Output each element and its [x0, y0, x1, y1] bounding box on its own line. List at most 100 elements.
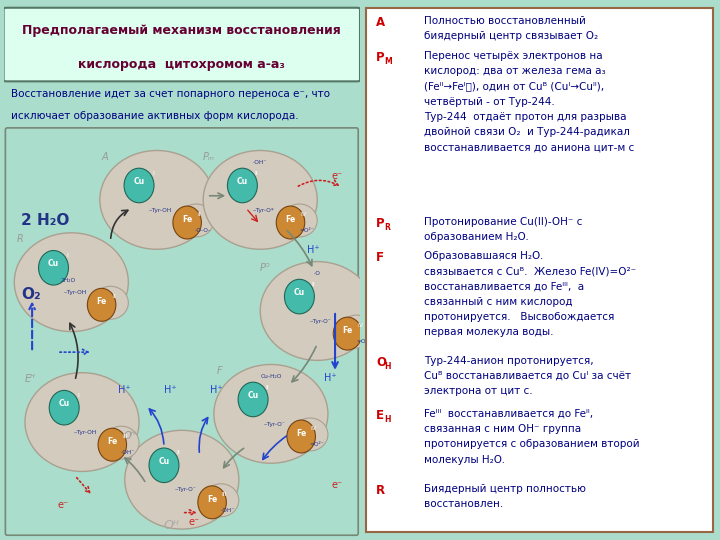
Circle shape	[228, 168, 257, 202]
Text: Cu-H₂O: Cu-H₂O	[260, 374, 282, 379]
Circle shape	[124, 168, 154, 202]
Text: исключает образование активных форм кислорода.: исключает образование активных форм кисл…	[11, 111, 298, 121]
Text: Fe: Fe	[96, 298, 107, 306]
Text: -O: -O	[314, 272, 320, 276]
Text: Oᴴ: Oᴴ	[164, 519, 180, 532]
Text: 2H₂O: 2H₂O	[60, 278, 76, 282]
Text: IV: IV	[310, 426, 317, 431]
Text: IV: IV	[357, 323, 363, 328]
Text: R: R	[377, 484, 385, 497]
Text: образованием H₂O.: образованием H₂O.	[424, 232, 529, 242]
Circle shape	[149, 448, 179, 483]
Text: электрона от цит с.: электрона от цит с.	[424, 386, 533, 396]
Text: -OH⁻: -OH⁻	[253, 160, 267, 165]
Circle shape	[173, 206, 202, 239]
Text: Feᴵᴵᴵ  восстанавливается до Feᴵᴵ,: Feᴵᴵᴵ восстанавливается до Feᴵᴵ,	[424, 409, 593, 419]
Text: II: II	[176, 450, 180, 455]
Text: Восстановление идет за счет попарного переноса е⁻, что: Восстановление идет за счет попарного пе…	[11, 89, 330, 99]
Circle shape	[284, 279, 315, 314]
Text: =O²⁻: =O²⁻	[310, 442, 325, 447]
Text: восстановлен.: восстановлен.	[424, 499, 503, 509]
Text: I: I	[67, 253, 68, 258]
Text: II: II	[255, 171, 258, 176]
Text: e⁻: e⁻	[331, 480, 343, 490]
Text: биядерный центр связывает О₂: биядерный центр связывает О₂	[424, 31, 598, 41]
Ellipse shape	[203, 151, 318, 249]
Text: H: H	[384, 415, 391, 424]
Ellipse shape	[203, 484, 239, 517]
Text: II: II	[266, 384, 269, 389]
Text: Fe: Fe	[285, 215, 296, 224]
Text: e⁻: e⁻	[57, 501, 68, 510]
Ellipse shape	[104, 426, 139, 459]
Circle shape	[276, 206, 305, 239]
Text: Предполагаемый механизм восстановления: Предполагаемый механизм восстановления	[22, 24, 341, 37]
Circle shape	[49, 390, 79, 425]
Text: Cu: Cu	[248, 391, 258, 400]
Text: кислорода  цитохромом а-а₃: кислорода цитохромом а-а₃	[78, 58, 285, 71]
Ellipse shape	[125, 430, 239, 529]
Text: =O²⁻: =O²⁻	[356, 339, 371, 345]
Ellipse shape	[338, 315, 374, 348]
Text: четвёртый - от Тур-244.: четвёртый - от Тур-244.	[424, 97, 555, 106]
FancyBboxPatch shape	[5, 128, 359, 535]
Text: молекулы H₂O.: молекулы H₂O.	[424, 455, 505, 465]
Text: E: E	[377, 409, 384, 422]
Text: -OH⁻: -OH⁻	[221, 508, 235, 513]
FancyBboxPatch shape	[366, 8, 713, 532]
Text: II: II	[112, 294, 116, 299]
Text: двойной связи О₂  и Тур-244-радикал: двойной связи О₂ и Тур-244-радикал	[424, 127, 630, 137]
Text: (Feᴵᴵ→Feᴵᵫ), один от Cuᴮ (Cuᴵ→Cuᴵᴵ),: (Feᴵᴵ→Feᴵᵫ), один от Cuᴮ (Cuᴵ→Cuᴵᴵ),	[424, 82, 604, 91]
Text: H⁺: H⁺	[117, 385, 130, 395]
Text: P: P	[377, 217, 385, 230]
Text: Cu: Cu	[158, 457, 169, 465]
Text: 2 H₂O: 2 H₂O	[22, 213, 70, 227]
Text: Еᴴ: Еᴴ	[25, 374, 36, 384]
Text: Fe: Fe	[182, 215, 192, 224]
Text: Полностью восстановленный: Полностью восстановленный	[424, 16, 586, 26]
Text: II: II	[312, 282, 315, 287]
Circle shape	[287, 420, 315, 453]
Ellipse shape	[292, 418, 328, 451]
Text: Oᴴ: Oᴴ	[124, 431, 136, 442]
Text: Pᴼ: Pᴼ	[260, 263, 271, 273]
Text: --Tyr-O⁻: --Tyr-O⁻	[174, 488, 197, 492]
Text: связанная с ним OH⁻ группа: связанная с ним OH⁻ группа	[424, 424, 581, 434]
Text: A: A	[377, 16, 385, 29]
Ellipse shape	[100, 151, 214, 249]
Text: --Tyr-OH: --Tyr-OH	[63, 290, 86, 295]
Text: IV: IV	[300, 212, 306, 217]
Text: H⁺: H⁺	[307, 245, 319, 255]
Ellipse shape	[14, 233, 128, 332]
Text: Fe: Fe	[296, 429, 306, 438]
Text: Тур-244-анион протонируется,: Тур-244-анион протонируется,	[424, 355, 594, 366]
Text: --Tyr-O⁻: --Tyr-O⁻	[310, 319, 332, 324]
Circle shape	[98, 428, 127, 461]
Text: Образовавшаяся H₂O.: Образовавшаяся H₂O.	[424, 251, 544, 261]
Circle shape	[198, 486, 226, 519]
Text: кислород: два от железа гема а₃: кислород: два от железа гема а₃	[424, 66, 606, 76]
Text: III: III	[222, 491, 228, 497]
Text: H⁺: H⁺	[164, 385, 176, 395]
Ellipse shape	[214, 364, 328, 463]
Circle shape	[87, 288, 116, 321]
Text: I: I	[153, 171, 154, 176]
Text: F: F	[377, 251, 384, 264]
Ellipse shape	[282, 204, 318, 237]
Text: II: II	[198, 212, 202, 217]
Text: I: I	[78, 393, 79, 398]
Text: -OH⁻: -OH⁻	[121, 450, 135, 455]
Text: Протонирование Cu(II)-OH⁻ с: Протонирование Cu(II)-OH⁻ с	[424, 217, 582, 227]
Text: Cu: Cu	[133, 177, 145, 186]
Text: протонируется.   Высвобождается: протонируется. Высвобождается	[424, 312, 615, 322]
Text: O₂: O₂	[22, 287, 41, 302]
Text: протонируется с образованием второй: протонируется с образованием второй	[424, 440, 640, 449]
Text: Cu: Cu	[294, 288, 305, 297]
Text: Fe: Fe	[207, 495, 217, 504]
Text: e⁻: e⁻	[189, 517, 200, 527]
Text: связывается с Cuᴮ.  Железо Fe(IV)=O²⁻: связывается с Cuᴮ. Железо Fe(IV)=O²⁻	[424, 267, 636, 276]
Text: Перенос четырёх электронов на: Перенос четырёх электронов на	[424, 51, 603, 61]
Text: -O-O-: -O-O-	[195, 228, 211, 233]
Ellipse shape	[179, 204, 214, 237]
Ellipse shape	[260, 261, 374, 360]
